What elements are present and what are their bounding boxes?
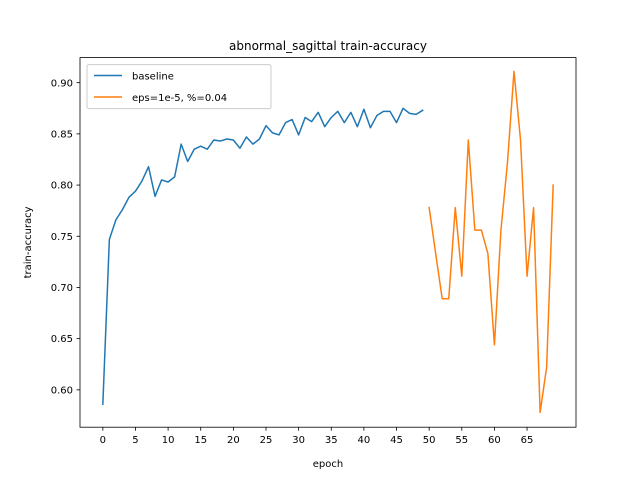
- x-tick-label: 20: [227, 435, 240, 446]
- x-tick-label: 15: [194, 435, 207, 446]
- legend: baseline eps=1e-5, %=0.04: [86, 64, 272, 110]
- y-tick-label: 0.85: [51, 129, 73, 140]
- y-tick-label: 0.60: [51, 385, 73, 396]
- x-tick-label: 25: [260, 435, 273, 446]
- x-tick-label: 50: [423, 435, 436, 446]
- x-axis: 0 5 10 15 20 25 30 35 40 45 50 55 60 65: [100, 427, 534, 446]
- series-line-baseline: [102, 107, 424, 405]
- x-tick-label: 65: [521, 435, 534, 446]
- x-tick-label: 35: [325, 435, 338, 446]
- y-tick-label: 0.70: [51, 283, 73, 294]
- x-tick-label: 60: [488, 435, 501, 446]
- x-axis-title: epoch: [313, 459, 343, 470]
- series-layer: [102, 70, 554, 414]
- x-tick-label: 30: [292, 435, 305, 446]
- y-axis: 0.60 0.65 0.70 0.75 0.80 0.85 0.90: [51, 78, 80, 396]
- y-tick-label: 0.65: [51, 334, 73, 345]
- plot-area: [80, 57, 576, 428]
- y-tick-label: 0.90: [51, 78, 73, 89]
- chart-title: abnormal_sagittal train-accuracy: [229, 39, 427, 53]
- x-tick-label: 10: [162, 435, 175, 446]
- legend-label-eps: eps=1e-5, %=0.04: [132, 93, 227, 104]
- series-line-eps: [428, 70, 554, 414]
- x-tick-label: 0: [100, 435, 106, 446]
- legend-box: [86, 64, 272, 110]
- y-tick-label: 0.75: [51, 232, 73, 243]
- y-axis-title: train-accuracy: [23, 206, 34, 278]
- legend-label-baseline: baseline: [132, 71, 174, 82]
- x-tick-label: 5: [132, 435, 138, 446]
- plot-frame: [79, 57, 577, 428]
- x-tick-label: 45: [390, 435, 403, 446]
- x-tick-label: 55: [455, 435, 468, 446]
- x-tick-label: 40: [358, 435, 371, 446]
- y-tick-label: 0.80: [51, 181, 73, 192]
